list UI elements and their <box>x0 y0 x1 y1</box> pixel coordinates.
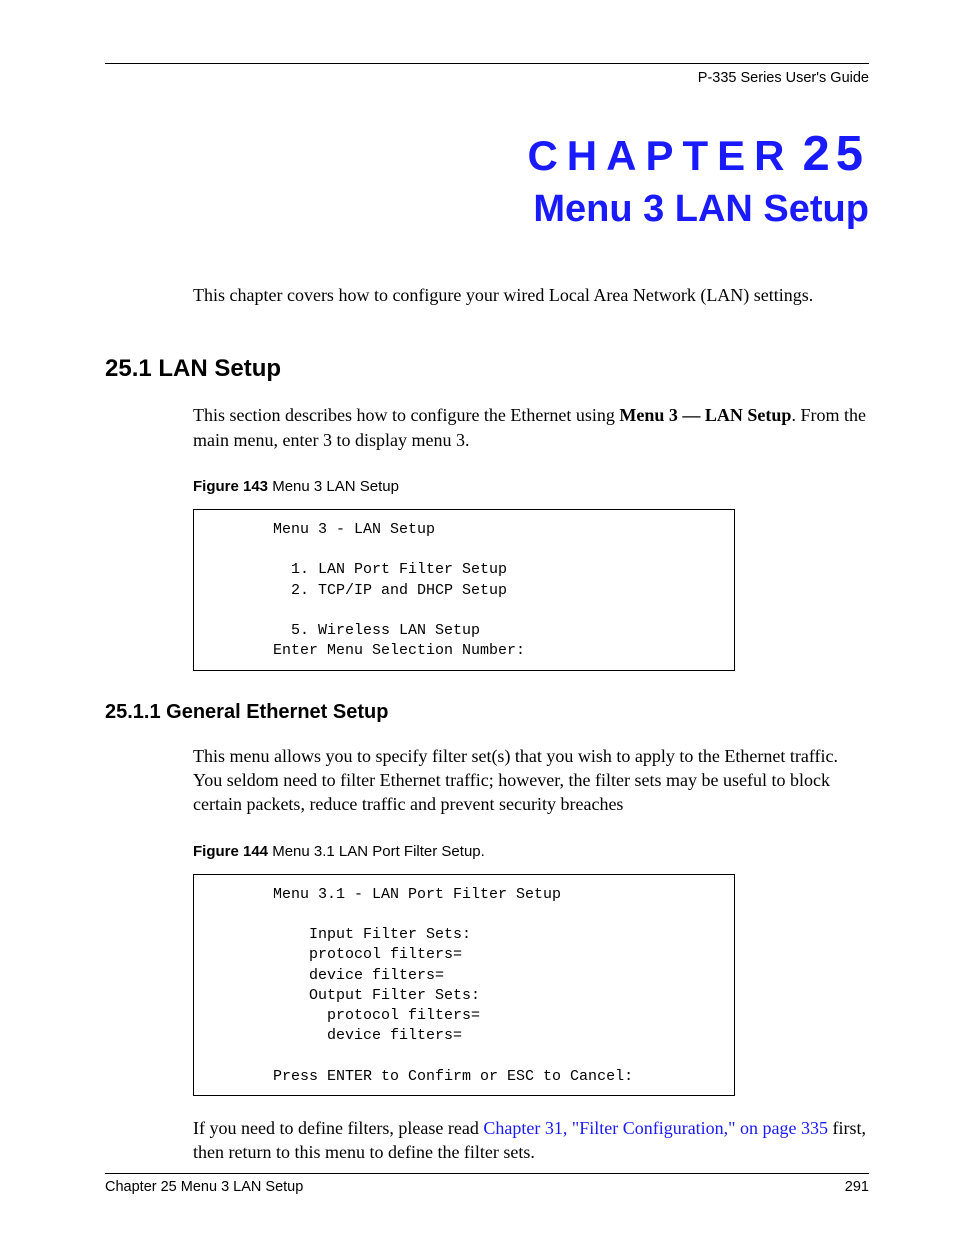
page: P-335 Series User's Guide CHAPTER25 Menu… <box>0 0 954 1235</box>
section-25-1-paragraph: This section describes how to configure … <box>193 403 869 452</box>
menu-name-bold: Menu 3 — LAN Setup <box>619 405 791 425</box>
chapter-title: Menu 3 LAN Setup <box>105 188 869 231</box>
section-25-1-1-paragraph: This menu allows you to specify filter s… <box>193 744 869 817</box>
figure-label: Figure 144 <box>193 843 268 860</box>
figure-144-codebox: Menu 3.1 - LAN Port Filter Setup Input F… <box>193 874 735 1097</box>
closing-paragraph: If you need to define filters, please re… <box>193 1116 869 1165</box>
figure-label: Figure 143 <box>193 478 268 495</box>
footer-row: Chapter 25 Menu 3 LAN Setup 291 <box>105 1174 869 1195</box>
section-25-1-heading: 25.1 LAN Setup <box>105 355 869 383</box>
footer-page-number: 291 <box>845 1179 869 1195</box>
chapter-intro: This chapter covers how to configure you… <box>193 283 869 307</box>
figure-144-caption: Figure 144 Menu 3.1 LAN Port Filter Setu… <box>193 843 869 860</box>
figure-143-caption: Figure 143 Menu 3 LAN Setup <box>193 478 869 495</box>
figure-caption-text: Menu 3.1 LAN Port Filter Setup. <box>268 843 485 860</box>
chapter-number: 25 <box>802 127 869 181</box>
chapter-word: CHAPTER <box>527 132 793 179</box>
figure-143-codebox: Menu 3 - LAN Setup 1. LAN Port Filter Se… <box>193 509 735 671</box>
text-fragment: If you need to define filters, please re… <box>193 1118 483 1138</box>
header-text: P-335 Series User's Guide <box>105 63 869 86</box>
figure-caption-text: Menu 3 LAN Setup <box>268 478 399 495</box>
chapter-heading: CHAPTER25 <box>105 126 869 182</box>
page-footer: Chapter 25 Menu 3 LAN Setup 291 <box>105 1173 869 1195</box>
cross-reference-link[interactable]: Chapter 31, "Filter Configuration," on p… <box>483 1118 828 1138</box>
section-25-1-1-heading: 25.1.1 General Ethernet Setup <box>105 701 869 724</box>
footer-left: Chapter 25 Menu 3 LAN Setup <box>105 1179 303 1195</box>
text-fragment: This section describes how to configure … <box>193 405 619 425</box>
